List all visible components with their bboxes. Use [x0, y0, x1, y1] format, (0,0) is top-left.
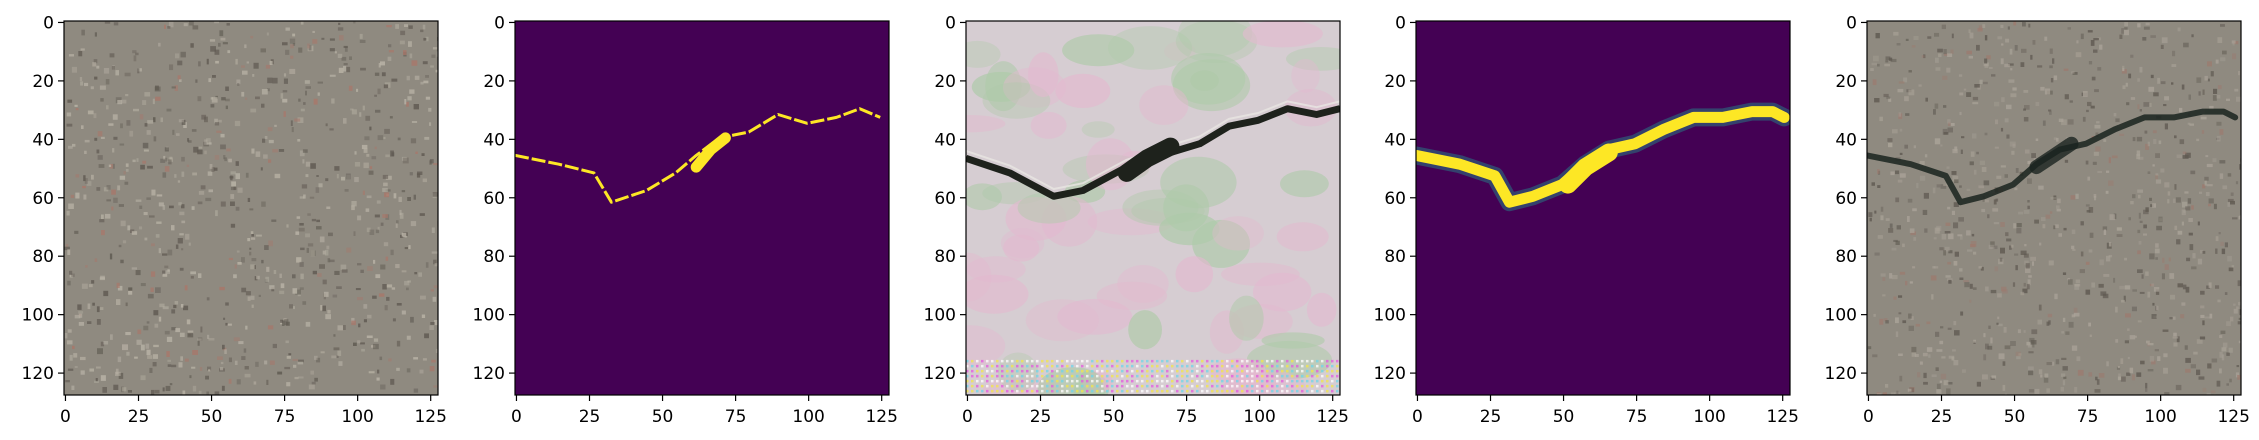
y-tick-label: 40 [1384, 130, 1406, 150]
y-tick-label: 20 [32, 72, 54, 92]
x-tick-label: 100 [2144, 407, 2176, 427]
crack-overlay-wide [2029, 136, 2079, 175]
axes-frame [1415, 20, 1791, 396]
panel-2: 0 25 50 75 100 125 0 20 40 60 80 100 120 [473, 13, 898, 427]
x-tick-label: 75 [1176, 407, 1198, 427]
x-tick-label: 50 [652, 407, 674, 427]
y-tick-label: 20 [1384, 72, 1406, 92]
x-tick-label: 25 [1480, 407, 1502, 427]
prediction-crack-wide [1558, 143, 1618, 194]
y-tick-label: 100 [924, 306, 956, 326]
axes-frame [514, 20, 890, 396]
x-tick-label: 0 [962, 407, 973, 427]
image-area [515, 21, 889, 395]
y-tick-label: 120 [1825, 364, 1857, 384]
y-tick-label: 0 [494, 13, 505, 33]
y-tick-label: 120 [473, 364, 505, 384]
x-tick-label: 0 [1412, 407, 1423, 427]
x-tick-label: 50 [1103, 407, 1125, 427]
x-tick-label: 100 [1243, 407, 1275, 427]
x-tick-label: 125 [1316, 407, 1348, 427]
x-tick-label: 25 [1931, 407, 1953, 427]
x-tick-label: 75 [1626, 407, 1648, 427]
x-tick-label: 25 [128, 407, 150, 427]
image-area [966, 21, 1340, 395]
image-area [64, 21, 438, 395]
axes-frame [63, 20, 439, 396]
x-tick-label: 25 [579, 407, 601, 427]
x-tick-label: 125 [414, 407, 446, 427]
x-tick-label: 125 [2217, 407, 2249, 427]
y-tick-label: 120 [1374, 364, 1406, 384]
y-tick-label: 120 [924, 364, 956, 384]
panel-1: 0 25 50 75 100 125 0 20 40 60 80 100 120 [22, 13, 447, 427]
y-tick-label: 80 [32, 247, 54, 267]
x-tick-label: 100 [792, 407, 824, 427]
x-tick-label: 75 [725, 407, 747, 427]
y-tick-label: 40 [1835, 130, 1857, 150]
generated-crack-edge [966, 100, 1340, 190]
y-tick-label: 40 [934, 130, 956, 150]
y-tick-label: 80 [1835, 247, 1857, 267]
y-tick-label: 80 [1384, 247, 1406, 267]
artifact-band [966, 359, 1339, 395]
axes-frame [965, 20, 1341, 396]
generated-crack-wide [1117, 137, 1180, 182]
y-tick-label: 100 [1825, 306, 1857, 326]
y-tick-label: 80 [483, 247, 505, 267]
y-tick-label: 100 [1374, 306, 1406, 326]
image-area [1416, 21, 1790, 395]
y-tick-label: 80 [934, 247, 956, 267]
image-background [1867, 21, 2241, 395]
y-tick-label: 40 [483, 130, 505, 150]
panel-4: 0 25 50 75 100 125 0 20 40 60 80 100 120 [1374, 13, 1799, 427]
x-tick-label: 125 [865, 407, 897, 427]
map-background [1416, 21, 1790, 395]
y-tick-label: 40 [32, 130, 54, 150]
y-tick-label: 20 [483, 72, 505, 92]
y-tick-label: 0 [43, 13, 54, 33]
x-tick-label: 75 [2077, 407, 2099, 427]
panel-3: 0 25 50 75 100 125 0 20 40 60 80 100 120 [924, 13, 1349, 427]
axes-frame [1866, 20, 2242, 396]
y-tick-label: 0 [1846, 13, 1857, 33]
x-tick-label: 0 [60, 407, 71, 427]
x-tick-label: 25 [1030, 407, 1052, 427]
y-tick-label: 120 [22, 364, 54, 384]
image-area [1867, 21, 2241, 395]
image-background [64, 21, 438, 395]
y-tick-label: 0 [1395, 13, 1406, 33]
y-tick-label: 60 [483, 189, 505, 209]
y-tick-label: 60 [1835, 189, 1857, 209]
y-tick-label: 100 [22, 306, 54, 326]
x-tick-label: 125 [1766, 407, 1798, 427]
y-tick-label: 20 [1835, 72, 1857, 92]
y-tick-label: 60 [934, 189, 956, 209]
x-tick-label: 100 [341, 407, 373, 427]
mask-crack-blob [690, 132, 731, 173]
texture-specks [64, 21, 438, 395]
x-tick-label: 50 [1553, 407, 1575, 427]
y-tick-label: 60 [32, 189, 54, 209]
y-tick-label: 60 [1384, 189, 1406, 209]
x-tick-label: 50 [2004, 407, 2026, 427]
x-tick-label: 50 [201, 407, 223, 427]
x-tick-label: 0 [1863, 407, 1874, 427]
generated-crack [966, 105, 1340, 200]
x-tick-label: 0 [511, 407, 522, 427]
x-tick-label: 75 [274, 407, 296, 427]
y-tick-label: 20 [934, 72, 956, 92]
y-tick-label: 0 [945, 13, 956, 33]
y-tick-label: 100 [473, 306, 505, 326]
x-tick-label: 100 [1693, 407, 1725, 427]
panel-5: 0 25 50 75 100 125 0 20 40 60 80 100 120 [1825, 13, 2250, 427]
mask-background [515, 21, 889, 395]
